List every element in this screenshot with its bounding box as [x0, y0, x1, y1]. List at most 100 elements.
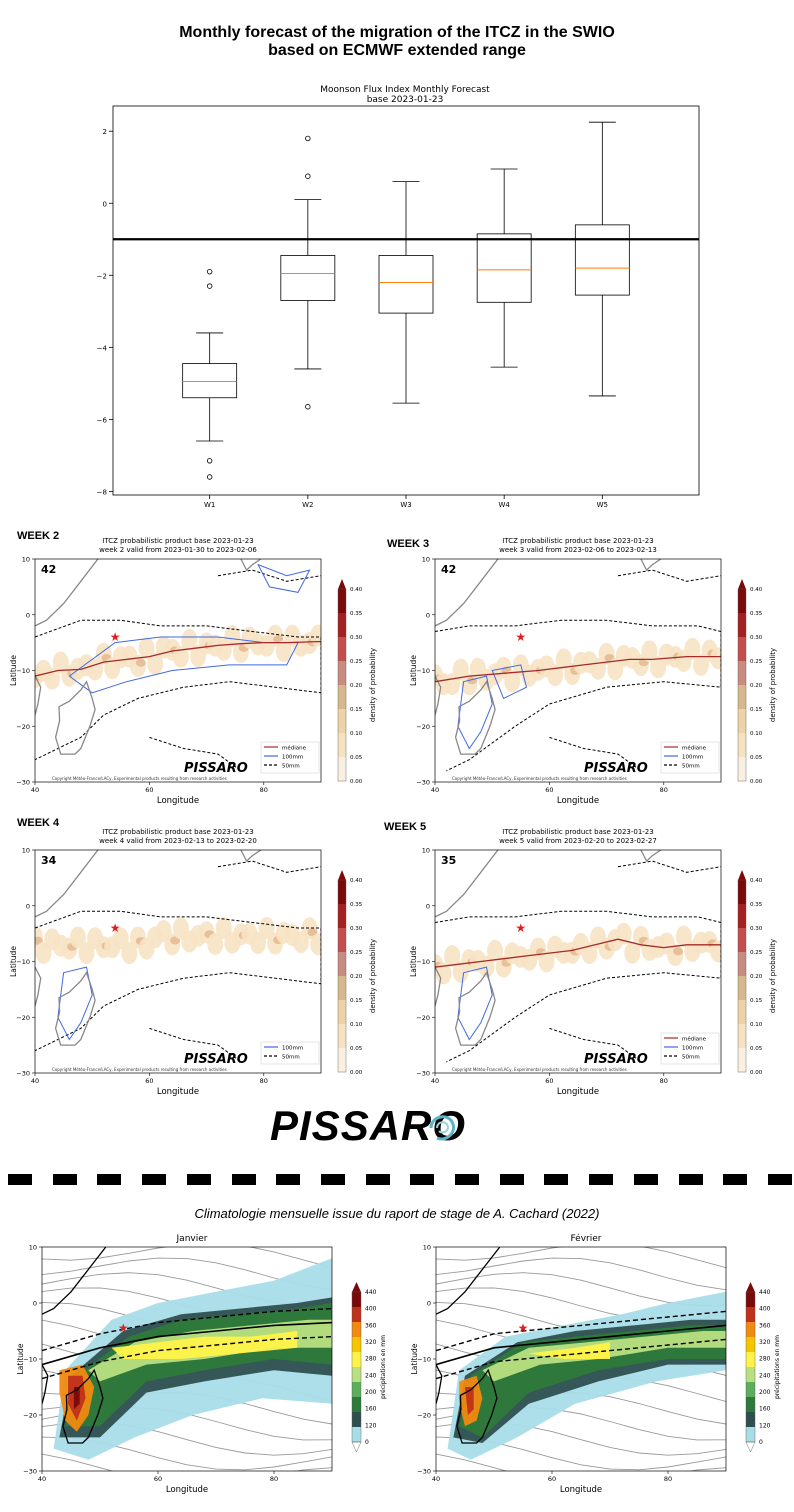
colorbar-segment	[352, 1322, 361, 1338]
colorbar-tick-label: 0.35	[750, 902, 763, 908]
colorbar-segment	[738, 733, 746, 758]
colorbar-segment	[738, 928, 746, 953]
colorbar-tick-label: 200	[759, 1389, 771, 1396]
map-content: ★	[436, 1247, 726, 1471]
colorbar-tick-label: 0.05	[350, 1046, 363, 1052]
map-frame	[34, 849, 322, 1074]
colorbar-label: density of probability	[769, 648, 777, 722]
colorbar-tick-label: 0.15	[350, 998, 363, 1004]
contour-50mm	[35, 619, 321, 761]
streamline	[436, 1247, 726, 1269]
map-content: ★	[435, 559, 721, 772]
y-tick-label: −30	[16, 1070, 30, 1078]
y-tick-label: −20	[23, 1412, 37, 1420]
coastline-madagascar	[54, 680, 96, 755]
colorbar-segment	[338, 733, 346, 758]
y-tick-label: 0	[426, 611, 430, 619]
colorbar-tick-label: 0.00	[750, 1070, 763, 1076]
member-count: 34	[41, 854, 57, 867]
panel-subtitle: week 2 valid from 2023-01-30 to 2023-02-…	[99, 546, 257, 554]
colorbar-tick-label: 0.10	[750, 1022, 763, 1028]
colorbar-tick-label: 0.35	[350, 611, 363, 617]
legend-entry: médiane	[682, 1036, 707, 1043]
x-axis-label: Longitude	[557, 1087, 599, 1097]
colorbar-segment	[352, 1427, 361, 1443]
density-cell	[215, 917, 232, 940]
colorbar-frame	[737, 879, 747, 1073]
density-cell	[275, 639, 292, 662]
colorbar-tick-label: 0.25	[350, 950, 363, 956]
median-line	[35, 640, 321, 677]
colorbar-segment	[338, 1048, 346, 1073]
colorbar-tick-label: 0.15	[750, 998, 763, 1004]
copyright-text: Copyright Météo-France/LACy, Experimenta…	[452, 776, 627, 781]
colorbar-segment	[352, 1292, 361, 1308]
colorbar-segment	[746, 1412, 755, 1428]
colorbar-tick-label: 320	[759, 1339, 771, 1346]
precip-area	[73, 1387, 80, 1410]
coastline-africa	[42, 1247, 107, 1315]
panel-title: Janvier	[176, 1234, 208, 1244]
y-tick-label: 10	[22, 556, 30, 564]
colorbar-segment	[738, 1024, 746, 1049]
star-marker: ★	[515, 630, 526, 644]
outlier-point	[305, 404, 311, 410]
y-tick-label: 0	[103, 200, 107, 208]
panel-title: ITCZ probabilistic product base 2023-01-…	[502, 828, 653, 836]
panel-title: ITCZ probabilistic product base 2023-01-…	[502, 537, 653, 545]
y-tick-label: 0	[426, 902, 430, 910]
colorbar-segment	[746, 1292, 755, 1308]
y-tick-label: −30	[23, 1468, 37, 1476]
y-tick-label: 2	[103, 128, 107, 136]
legend-entry: 50mm	[682, 1055, 700, 1061]
x-tick-label: 80	[270, 1475, 278, 1483]
density-cell	[444, 944, 461, 967]
density-cell	[684, 637, 701, 660]
colorbar-tick-label: 0.15	[350, 707, 363, 713]
legend-entry: 100mm	[682, 755, 703, 761]
colorbar-tick-label: 0.20	[350, 974, 363, 980]
colorbar-tick-label: 0.10	[750, 731, 763, 737]
y-tick-label: −4	[97, 344, 108, 352]
colorbar-tick-label: 0	[759, 1439, 763, 1446]
y-tick-label: 10	[22, 847, 30, 855]
y-tick-label: 10	[422, 556, 430, 564]
itcz-panel-week3: ITCZ probabilistic product base 2023-01-…	[409, 537, 777, 806]
x-tick-label: 60	[545, 1077, 553, 1085]
colorbar-extend	[352, 1282, 361, 1292]
density-cell	[504, 670, 521, 693]
colorbar-segment	[338, 1024, 346, 1049]
colorbar-segment	[352, 1412, 361, 1428]
panel-subtitle: week 5 valid from 2023-02-20 to 2023-02-…	[499, 837, 657, 845]
coastline-madagascar	[54, 971, 96, 1046]
colorbar-tick-label: 0.30	[350, 635, 363, 641]
coastline-india	[640, 850, 662, 863]
panel-logo: PISSARO	[584, 1052, 648, 1067]
colorbar-segment	[738, 613, 746, 638]
colorbar-tick-label: 0.00	[350, 1070, 363, 1076]
panel-logo: PISSARO	[184, 761, 248, 776]
page-title-line2: based on ECMWF extended range	[268, 42, 526, 59]
colorbar-label: précipitations en mm	[774, 1335, 781, 1399]
colorbar-tick-label: 0.30	[350, 926, 363, 932]
colorbar-segment	[338, 661, 346, 686]
x-tick-label: 60	[548, 1475, 556, 1483]
colorbar-tick-label: 0.25	[750, 950, 763, 956]
density-cell	[258, 917, 275, 940]
legend-entry: médiane	[282, 745, 307, 752]
density-cell	[147, 652, 164, 675]
y-axis-label: Latitude	[409, 655, 418, 686]
colorbar-segment	[738, 952, 746, 977]
y-axis-label: Latitude	[409, 946, 418, 977]
legend-entry: 100mm	[282, 755, 303, 761]
colorbar-segment	[352, 1397, 361, 1413]
itcz-panel-week4: ITCZ probabilistic product base 2023-01-…	[9, 828, 377, 1097]
coastline-madagascar	[456, 1368, 498, 1444]
outlier-point	[206, 474, 213, 480]
colorbar-tick-label: 0.40	[350, 878, 363, 884]
contour-50mm	[35, 910, 321, 1052]
precip-area	[111, 1331, 298, 1359]
y-tick-label: 0	[427, 1300, 431, 1308]
x-tick-label: 40	[431, 1077, 439, 1085]
copyright-text: Copyright Météo-France/LACy, Experimenta…	[52, 776, 227, 781]
